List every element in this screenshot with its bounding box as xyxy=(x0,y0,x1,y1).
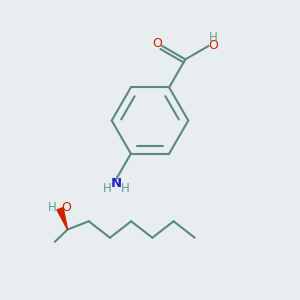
Text: O: O xyxy=(152,37,162,50)
Text: N: N xyxy=(111,177,122,190)
Text: H: H xyxy=(121,182,129,195)
Text: H: H xyxy=(48,201,57,214)
Text: H: H xyxy=(209,31,218,44)
Text: H: H xyxy=(103,182,112,195)
Polygon shape xyxy=(57,208,68,230)
Text: O: O xyxy=(208,39,218,52)
Text: O: O xyxy=(61,201,71,214)
